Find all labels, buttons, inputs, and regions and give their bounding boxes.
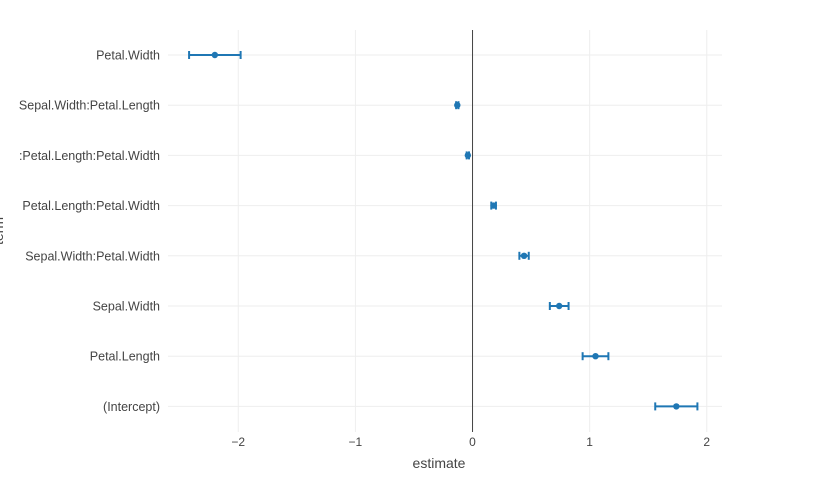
x-tick-label: 0 (469, 435, 476, 449)
y-tick-label: :Petal.Length:Petal.Width (19, 149, 160, 163)
estimate-point (490, 202, 497, 209)
marks-layer (188, 51, 699, 411)
y-tick-label: Sepal.Width:Petal.Length (19, 99, 160, 113)
x-tick-label: 2 (703, 435, 710, 449)
y-axis-title: term (0, 217, 6, 245)
estimate-point (673, 403, 680, 410)
y-tick-label: Sepal.Width:Petal.Width (25, 249, 160, 263)
x-tick-label: 1 (586, 435, 593, 449)
grid-layer (168, 30, 722, 432)
y-tick-label: Petal.Width (96, 49, 160, 63)
y-tick-label: Petal.Length (90, 350, 160, 364)
x-tick-label: −2 (231, 435, 245, 449)
y-tick-label: (Intercept) (103, 400, 160, 414)
estimate-point (454, 102, 461, 109)
estimate-point (464, 152, 472, 159)
y-tick-label: Sepal.Width (93, 300, 160, 314)
estimate-point (555, 302, 563, 310)
x-tick-labels: −2 −1 0 1 2 (231, 435, 710, 449)
x-tick-label: −1 (349, 435, 363, 449)
y-tick-labels: (Intercept) Petal.Length Sepal.Width Sepal.… (19, 49, 160, 414)
estimate-point (520, 252, 528, 259)
x-axis-title: estimate (413, 455, 466, 471)
y-tick-label: Petal.Length:Petal.Width (22, 199, 160, 213)
estimate-point (592, 353, 599, 360)
estimate-point (211, 51, 219, 59)
